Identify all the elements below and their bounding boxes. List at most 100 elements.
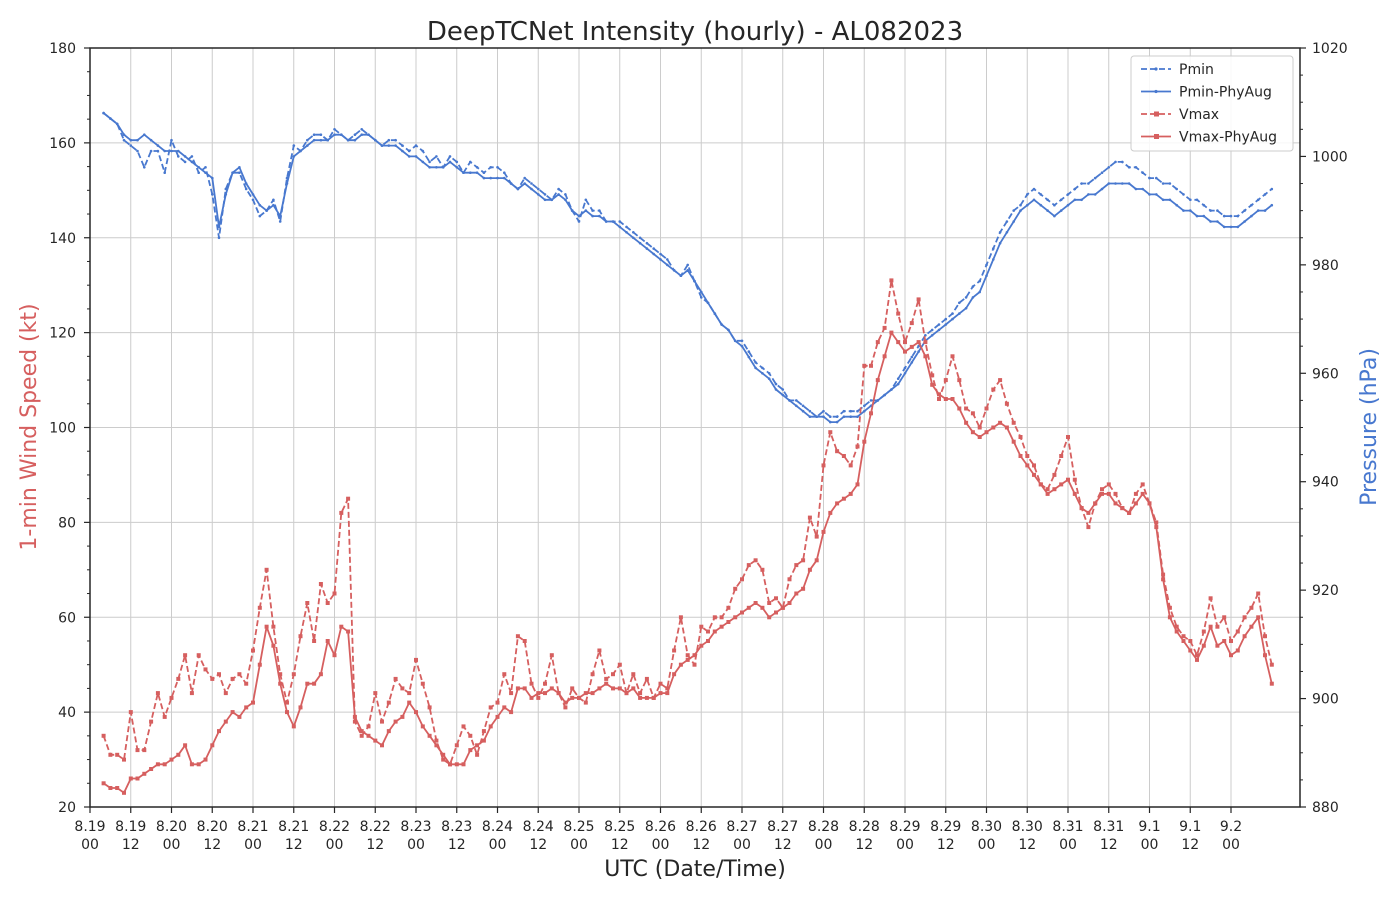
series-marker-pmin-phyaug (394, 144, 397, 147)
series-marker-pmin (292, 144, 296, 147)
series-marker-vmax-phyaug (1113, 501, 1118, 506)
series-marker-pmin-phyaug (856, 415, 859, 419)
x-tick-label-hour: 12 (937, 837, 955, 853)
series-marker-vmax-phyaug (903, 349, 907, 354)
series-marker-vmax-phyaug (1011, 439, 1016, 444)
legend-label-vmax: Vmax (1179, 107, 1219, 123)
series-marker-pmin-phyaug (679, 274, 683, 278)
left-y-tick-label: 140 (49, 231, 76, 247)
series-pmin-phyaug (102, 111, 1274, 424)
series-marker-vmax-phyaug (380, 743, 384, 748)
series-marker-vmax (434, 738, 439, 743)
series-marker-vmax-phyaug (875, 378, 880, 383)
series-marker-vmax-phyaug (407, 700, 412, 705)
series-marker-pmin-phyaug (1073, 198, 1077, 202)
left-y-tick-label: 60 (58, 610, 76, 626)
series-marker-pmin-phyaug (564, 198, 567, 202)
series-marker-vmax (468, 733, 473, 738)
series-marker-vmax (794, 563, 799, 568)
series-marker-vmax (1201, 629, 1206, 634)
series-marker-pmin (645, 241, 649, 245)
series-marker-pmin-phyaug (1229, 225, 1233, 229)
series-marker-pmin-phyaug (937, 328, 941, 332)
series-marker-pmin (1046, 198, 1049, 202)
series-marker-pmin (1032, 187, 1036, 191)
series-marker-pmin-phyaug (333, 133, 336, 136)
x-tick-label-date: 8.28 (849, 819, 880, 835)
series-marker-pmin (1059, 198, 1063, 202)
series-marker-pmin-phyaug (788, 399, 791, 402)
series-marker-pmin (129, 144, 133, 147)
series-marker-pmin-phyaug (958, 312, 961, 315)
series-marker-vmax (869, 363, 873, 368)
series-marker-pmin-phyaug (251, 193, 255, 196)
series-marker-pmin-phyaug (1005, 231, 1009, 234)
series-marker-vmax (1140, 482, 1145, 487)
series-marker-vmax (923, 340, 928, 345)
series-marker-pmin-phyaug (896, 382, 900, 386)
series-marker-vmax (855, 444, 860, 449)
series-marker-vmax (1032, 463, 1036, 468)
series-marker-vmax-phyaug (1120, 506, 1125, 511)
series-marker-vmax-phyaug (841, 496, 846, 501)
legend-box (1130, 55, 1294, 152)
series-marker-vmax (203, 667, 208, 672)
series-marker-pmin (1195, 198, 1199, 202)
series-marker-pmin-phyaug (686, 269, 689, 272)
left-y-axis-title: 1-min Wind Speed (kt) (17, 303, 42, 550)
series-marker-vmax (753, 558, 758, 563)
series-marker-pmin (1107, 166, 1111, 169)
x-tick-label-date: 8.25 (563, 819, 594, 835)
series-marker-pmin (190, 155, 194, 158)
series-marker-pmin-phyaug (1087, 193, 1090, 196)
series-marker-pmin-phyaug (109, 117, 112, 120)
series-marker-pmin (143, 166, 146, 169)
series-marker-vmax-phyaug (835, 501, 840, 506)
series-marker-vmax (373, 691, 378, 696)
x-tick-label-hour: 00 (326, 837, 344, 853)
series-marker-vmax (305, 601, 310, 605)
right-y-tick-label: 900 (1312, 692, 1339, 708)
series-marker-vmax-phyaug (128, 776, 133, 781)
series-marker-vmax-phyaug (325, 639, 330, 643)
series-marker-vmax-phyaug (244, 705, 249, 710)
series-marker-vmax-phyaug (1093, 501, 1098, 506)
series-marker-pmin (170, 138, 173, 142)
series-marker-pmin (958, 301, 961, 305)
series-marker-vmax-phyaug (312, 681, 317, 686)
series-marker-vmax-phyaug (828, 510, 833, 515)
series-marker-vmax (1045, 487, 1050, 492)
series-marker-pmin-phyaug (190, 160, 194, 164)
series-marker-pmin-phyaug (401, 149, 404, 153)
series-marker-vmax (169, 695, 174, 700)
series-marker-vmax (420, 681, 425, 686)
series-marker-vmax-phyaug (285, 710, 289, 715)
series-marker-pmin (523, 176, 526, 180)
series-marker-vmax-phyaug (678, 662, 683, 667)
x-axis-title: UTC (Date/Time) (604, 857, 786, 882)
series-marker-pmin-phyaug (951, 317, 954, 321)
x-tick-label-hour: 00 (1059, 837, 1077, 853)
series-marker-vmax-phyaug (617, 686, 622, 691)
x-tick-label-hour: 00 (1141, 837, 1159, 853)
series-marker-vmax-phyaug (1181, 639, 1186, 643)
series-marker-pmin (1053, 203, 1056, 207)
series-marker-pmin-phyaug (197, 166, 200, 169)
x-tick-label-hour: 00 (896, 837, 914, 853)
series-marker-pmin (1182, 193, 1185, 196)
series-marker-vmax-phyaug (1242, 634, 1247, 639)
series-marker-vmax-phyaug (291, 724, 296, 729)
series-marker-vmax-phyaug (977, 435, 982, 439)
series-marker-vmax-phyaug (563, 700, 568, 705)
x-tick-label-date: 8.20 (197, 819, 228, 835)
series-marker-vmax (760, 567, 765, 572)
series-marker-pmin (1100, 171, 1104, 174)
series-marker-vmax-phyaug (346, 629, 351, 634)
x-tick-label-date: 8.25 (604, 819, 635, 835)
series-marker-pmin-phyaug (435, 166, 438, 169)
series-marker-vmax (210, 676, 215, 681)
series-marker-pmin-phyaug (1189, 209, 1192, 212)
series-marker-vmax-phyaug (611, 686, 615, 691)
series-marker-pmin-phyaug (1243, 220, 1246, 223)
series-marker-vmax (1025, 454, 1030, 458)
